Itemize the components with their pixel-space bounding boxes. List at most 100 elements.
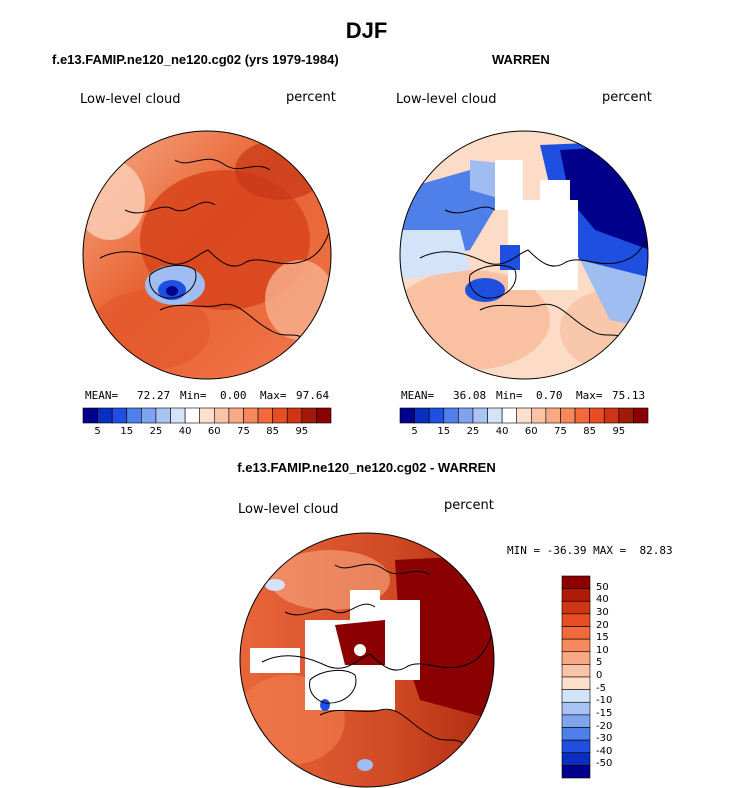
panel3-colorbar-swatch [561,664,591,678]
panel2-max-label: Max= [576,389,603,402]
panel3-colorbar-swatch [561,727,591,741]
panel1-colorbar-swatch [213,407,230,424]
panel3-colorbar-swatch [561,638,591,653]
panel3-colorbar-tick-label: -20 [596,720,613,732]
page-title: DJF [345,18,388,43]
panel2-colorbar-swatch [530,407,547,424]
panel1-colorbar-swatch [155,407,171,424]
panel1-colorbar-swatch [243,407,259,424]
panel1-colorbar-tick-label: 25 [149,426,163,437]
panel3-right-label: percent [444,498,494,513]
panel2-colorbar-swatch [443,407,459,424]
panel3-colorbar-swatch [561,613,591,627]
panel2-colorbar-swatch [574,407,590,424]
panel2-colorbar-tick-label: 85 [583,426,596,437]
panel2-colorbar-tick-label: 40 [495,426,509,437]
panel2-mean-label: MEAN= [401,389,435,402]
panel1-colorbar-swatch [199,407,215,424]
panel3-colorbar-swatch [561,600,591,615]
panel1-colorbar-tick-label: 60 [207,426,221,437]
panel1-colorbar-swatch [97,407,113,424]
panel1-colorbar-swatch [141,407,157,424]
panel3-colorbar-swatch [561,765,591,779]
panel3-minmax: MIN = -36.39 MAX = 82.83 [507,544,673,557]
panel2-right-label: percent [602,90,652,105]
panel1-colorbar-tick-label: 75 [237,426,250,437]
panel2-map [400,131,648,379]
panel2-colorbar-tick-label: 15 [437,426,451,437]
panel3-colorbar-tick-label: -30 [596,733,613,745]
panel3-title: f.e13.FAMIP.ne120_ne120.cg02 - WARREN [237,460,496,475]
panel3-colorbar-swatch [561,739,591,754]
panel1-colorbar-tick-label: 85 [266,426,279,437]
panel3-colorbar-tick-label: -40 [596,745,613,757]
panel2-left-label: Low-level cloud [396,92,497,107]
panel3-colorbar-tick-label: -15 [596,707,613,719]
panel3-colorbar-tick-label: 0 [596,670,603,681]
panel2-title: WARREN [492,52,550,67]
panel2-colorbar-tick-label: 75 [554,426,567,437]
panel1-right-label: percent [286,90,336,105]
panel2-map-border [399,130,649,380]
panel1-colorbar-tick-label: 15 [120,426,134,437]
panel2-colorbar-swatch [472,407,488,424]
panel3-colorbar-tick-label: 15 [596,632,609,644]
panel2-colorbar-tick-label: 60 [524,426,538,437]
panel2-colorbar-swatch [618,407,634,424]
panel1-left-label: Low-level cloud [80,92,181,107]
panel3-colorbar-swatch [561,588,591,602]
panel3-colorbar-tick-label: -10 [596,695,613,707]
panel3-colorbar-tick-label: -5 [596,682,606,694]
panel1-colorbar-tick-label: 5 [94,426,101,437]
panel1-colorbar-swatch [316,407,332,424]
panel3-map-border [239,532,495,788]
panel2-colorbar-swatch [399,407,415,424]
panel3-colorbar-swatch [561,701,591,716]
panel1-min-label: Min= [180,389,207,402]
panel3-colorbar-tick-label: 40 [596,594,609,606]
panel1-max-label: Max= [260,389,287,402]
panel3-colorbar-swatch [561,626,591,640]
panel2-colorbar-tick-label: 5 [411,426,418,437]
panel1-mean-label: MEAN= [85,389,119,402]
panel1-colorbar-tick-label: 40 [178,426,192,437]
panel1-colorbar-tick-label: 95 [295,426,309,437]
panel2-min-label: Min= [496,389,523,402]
panel1-min-value: 0.00 [220,389,247,402]
panel2-colorbar-swatch [414,407,430,424]
panel3-colorbar-swatch [561,651,591,665]
panel1-colorbar-swatch [184,407,201,424]
panel1-colorbar-swatch [170,407,186,424]
panel2-colorbar-swatch [545,407,561,424]
panel3-colorbar-tick-label: 50 [596,581,609,593]
panel2-max-value: 75.13 [612,389,646,402]
panel1-colorbar-swatch [126,407,142,424]
panel1-max-value: 97.64 [296,389,330,402]
panel2-colorbar-swatch [458,407,474,424]
panel1-map [83,131,331,379]
panel2-colorbar-tick-label: 95 [612,426,626,437]
panel2-colorbar-swatch [428,407,445,424]
panel3-colorbar-tick-label: 20 [596,619,609,631]
panel3-colorbar-tick-label: 5 [596,657,603,669]
panel1-colorbar-swatch [301,407,317,424]
panel2-colorbar-swatch [560,407,576,424]
panel3-colorbar-tick-label: -50 [596,758,613,770]
panel3-colorbar-tick-label: 10 [596,644,609,656]
panel1-colorbar-swatch [228,407,244,424]
panel1-colorbar-swatch [286,407,303,424]
panel3-map [240,533,494,787]
panel2-mean-value: 36.08 [453,389,487,402]
panel2-min-value: 0.70 [536,389,563,402]
panel1-mean-value: 72.27 [137,389,171,402]
panel3-colorbar-swatch [561,714,591,728]
panel3-left-label: Low-level cloud [238,502,339,517]
panel2-colorbar-swatch [633,407,649,424]
panel1-colorbar-swatch [257,407,273,424]
panel1-colorbar-swatch [82,407,98,424]
panel1-colorbar-swatch [111,407,128,424]
panel3-colorbar-swatch [561,689,591,703]
panel2-colorbar-tick-label: 25 [466,426,480,437]
panel1-title: f.e13.FAMIP.ne120_ne120.cg02 (yrs 1979-1… [52,52,339,67]
